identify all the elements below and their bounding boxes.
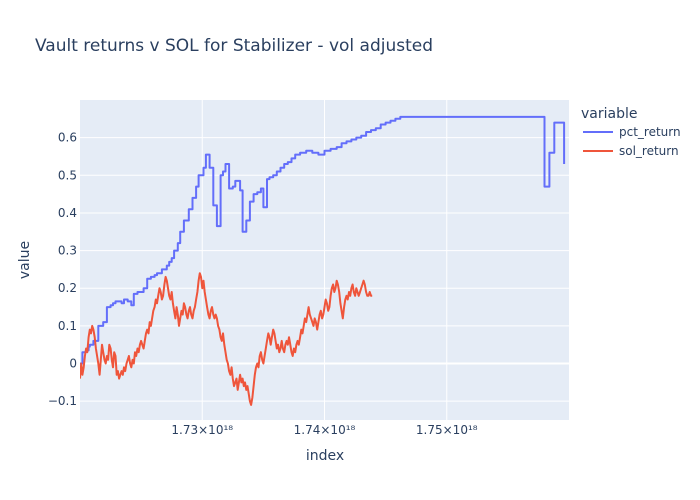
y-tick-label: 0.1: [58, 319, 77, 333]
y-axis-title: value: [17, 241, 33, 279]
grid-lines: [80, 100, 569, 420]
series-line-pct-return[interactable]: [80, 115, 566, 365]
legend-label: pct_return: [619, 125, 681, 139]
x-axis-title: index: [306, 448, 344, 464]
x-tick-labels: 1.73×10¹⁸ 1.74×10¹⁸ 1.75×10¹⁸: [171, 423, 477, 437]
legend-label: sol_return: [619, 144, 679, 158]
y-tick-label: 0.4: [58, 206, 77, 220]
y-tick-label: 0: [69, 357, 77, 371]
y-tick-label: 0.3: [58, 244, 77, 258]
y-tick-labels: −0.1 0 0.1 0.2 0.3 0.4 0.5 0.6: [48, 131, 77, 409]
x-tick-label: 1.74×10¹⁸: [294, 423, 356, 437]
y-tick-label: 0.2: [58, 281, 77, 295]
y-tick-label: −0.1: [48, 394, 77, 408]
series-layer: [80, 115, 566, 406]
y-tick-label: 0.5: [58, 168, 77, 182]
chart-title: Vault returns v SOL for Stabilizer - vol…: [35, 36, 433, 56]
x-tick-label: 1.73×10¹⁸: [171, 423, 233, 437]
legend-title: variable: [581, 106, 637, 122]
legend-item-sol-return[interactable]: sol_return: [583, 144, 679, 158]
legend-item-pct-return[interactable]: pct_return: [583, 125, 681, 139]
series-line-sol-return[interactable]: [80, 272, 373, 406]
legend[interactable]: variable pct_return sol_return: [581, 106, 681, 158]
x-tick-label: 1.75×10¹⁸: [416, 423, 478, 437]
y-tick-label: 0.6: [58, 131, 77, 145]
